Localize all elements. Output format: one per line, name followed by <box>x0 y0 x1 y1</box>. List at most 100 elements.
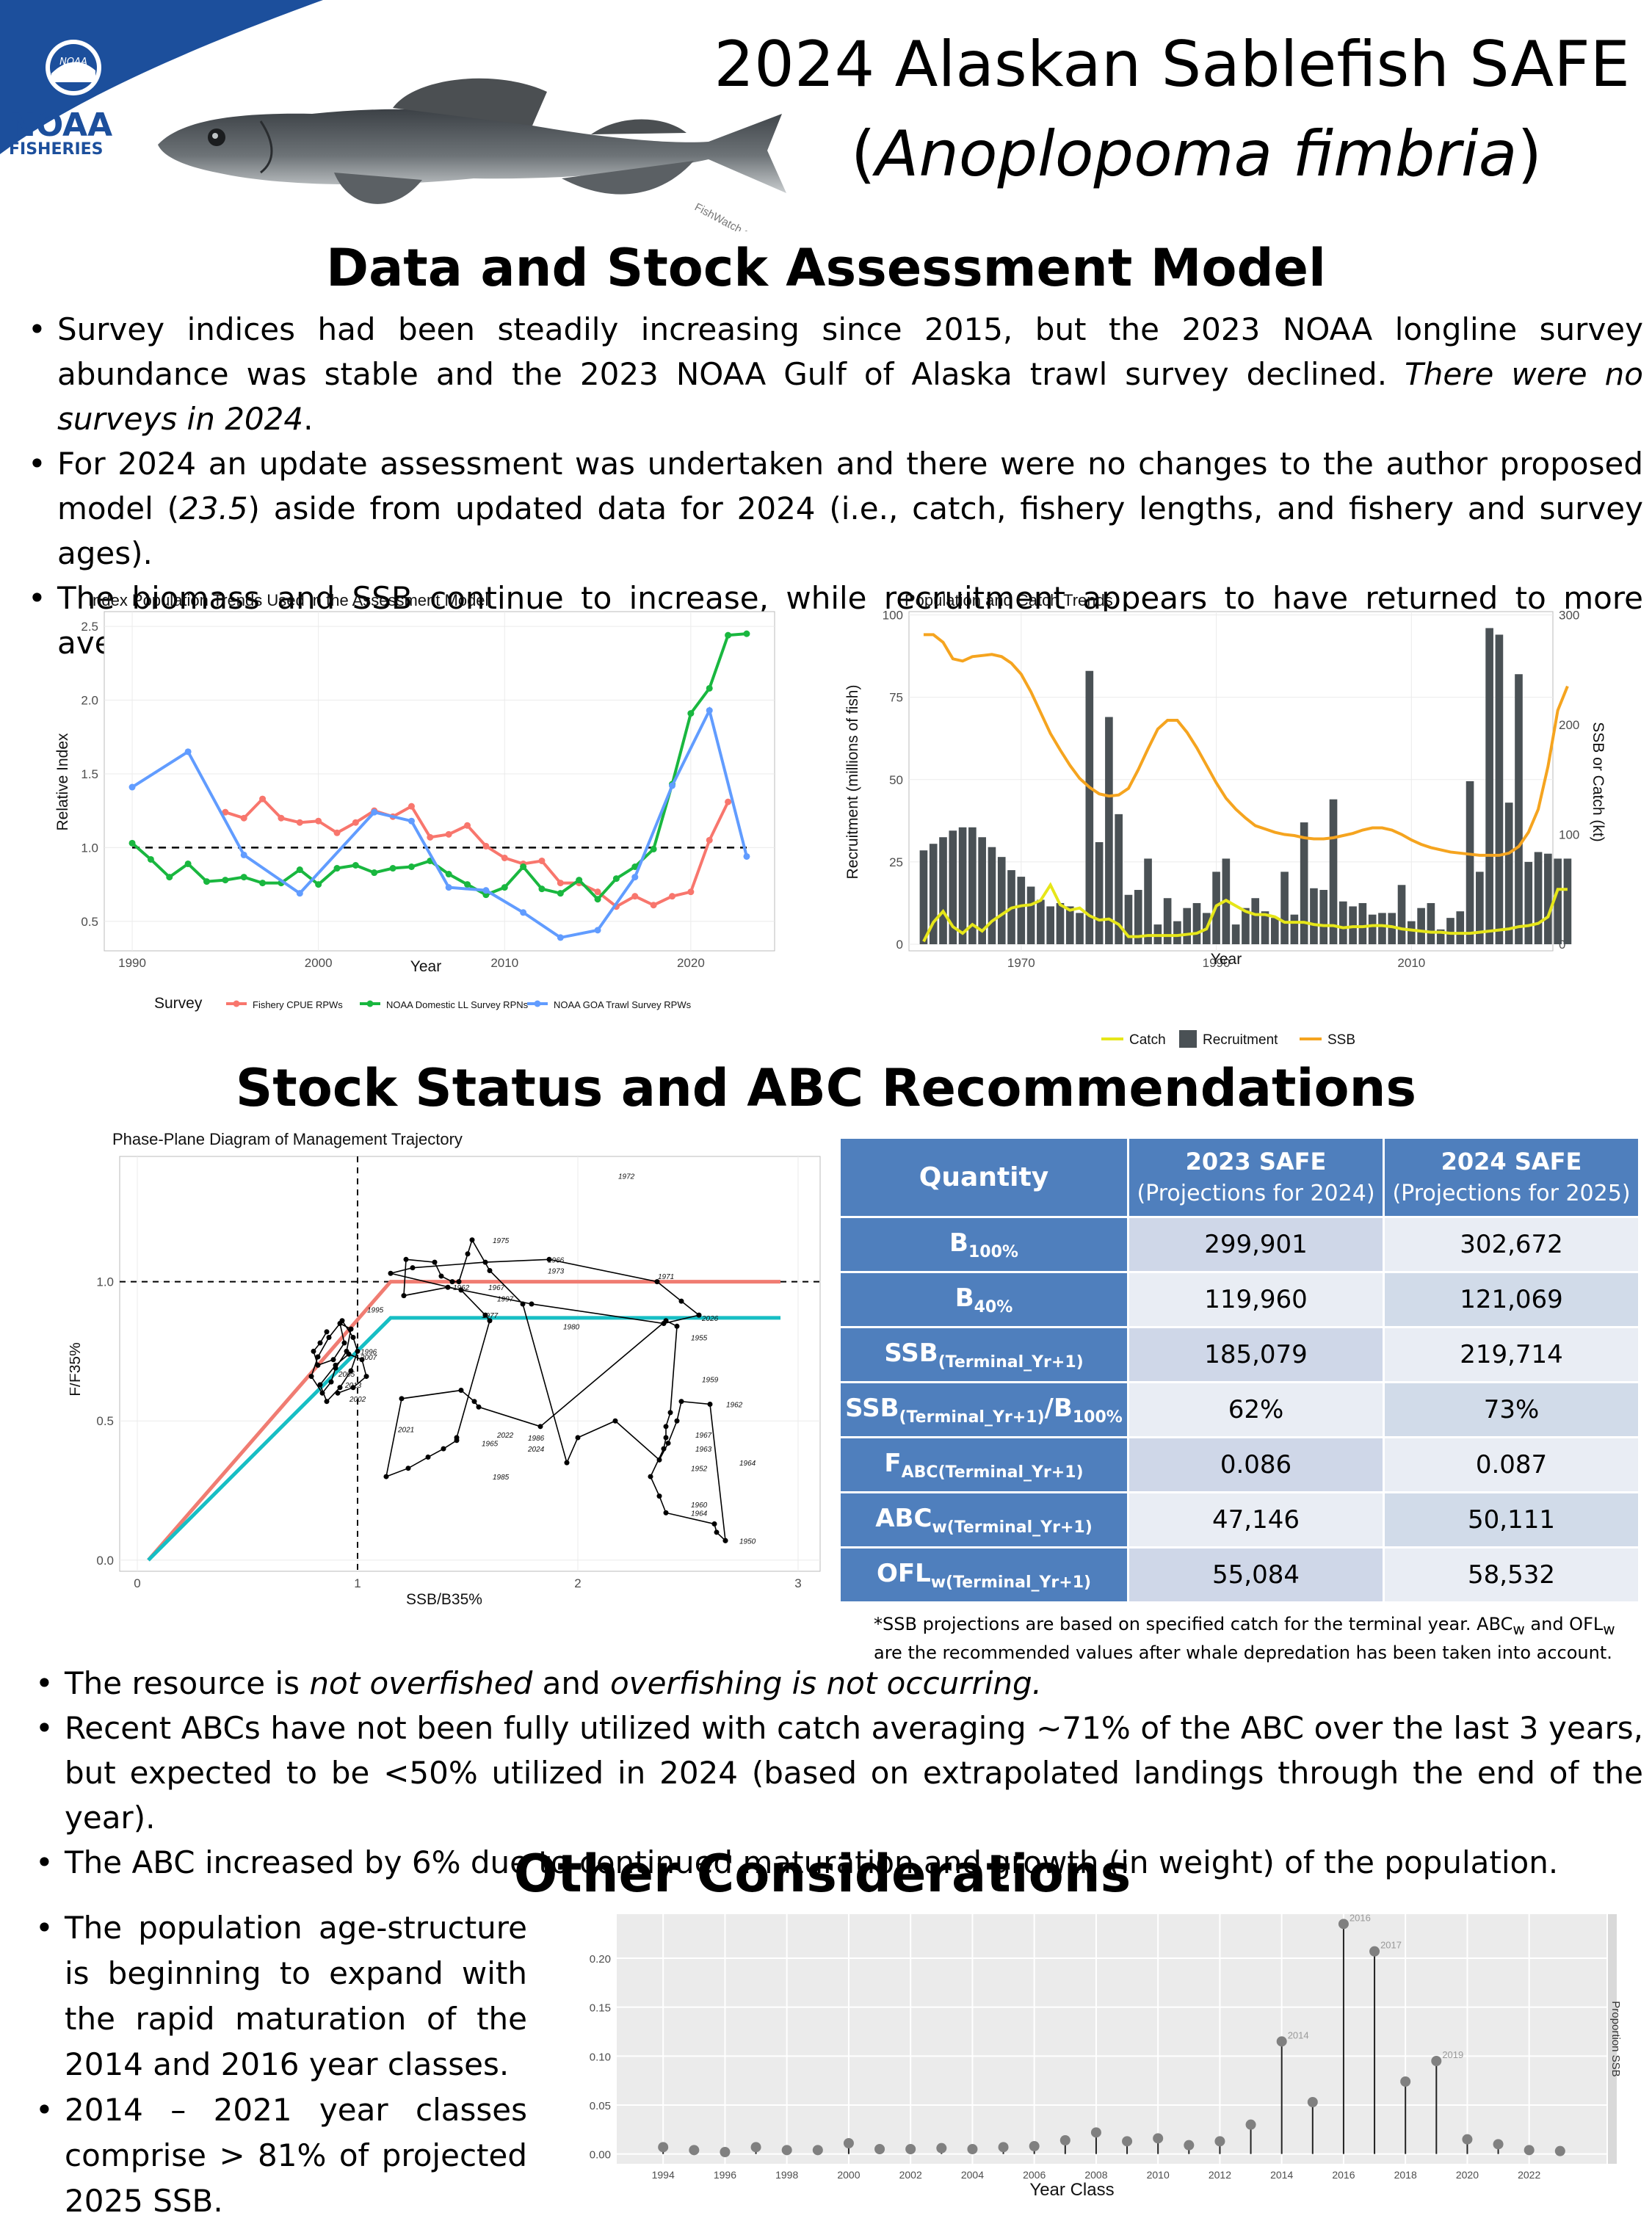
safe-projection-table: Quantity 2023 SAFE (Projections for 2024)… <box>838 1137 1640 1604</box>
data-point <box>315 817 322 825</box>
y-right-tick-label: 300 <box>1559 608 1579 622</box>
recruitment-bar <box>1329 799 1338 945</box>
year-label: 1962 <box>453 1284 470 1292</box>
index-trends-chart: Index Population Trends Used in the Asse… <box>54 591 775 1012</box>
trajectory-point <box>458 1388 464 1394</box>
year-label: 2022 <box>496 1432 514 1440</box>
y-tick-label: 0.15 <box>590 2002 611 2015</box>
data-point <box>128 839 136 847</box>
bullet-text: not overfished <box>309 1665 533 1701</box>
trajectory-point <box>315 1354 321 1360</box>
trajectory-point <box>564 1460 570 1466</box>
y-tick-label: 25 <box>889 855 903 869</box>
bullet-dot: • <box>35 1665 54 1701</box>
table-row: B40% 119,960 121,069 <box>838 1271 1640 1328</box>
year-label: 2026 <box>701 1315 719 1323</box>
year-label: 1963 <box>695 1446 712 1454</box>
x-tick-label: 2000 <box>837 2169 860 2181</box>
trajectory-point <box>663 1510 669 1515</box>
trajectory-point <box>441 1446 446 1452</box>
year-label: 1962 <box>726 1401 743 1409</box>
x-tick-label: 2010 <box>490 956 518 970</box>
x-tick-label: 2 <box>574 1576 581 1590</box>
trajectory-point <box>454 1438 460 1444</box>
recruitment-bar <box>968 827 977 945</box>
year-label: 1997 <box>497 1295 514 1303</box>
y-axis-label: F/F35% <box>70 1342 84 1397</box>
recruitment-bar <box>1476 872 1484 945</box>
data-point <box>706 684 713 692</box>
bullet-text: 23.5 <box>179 490 248 526</box>
recruitment-bar <box>1358 902 1367 945</box>
table-row: SSB(Terminal_Yr+1)/B100% 62% 73% <box>838 1381 1640 1438</box>
trajectory-point <box>456 1279 462 1285</box>
lollipop-point <box>1524 2145 1535 2156</box>
data-point <box>240 851 247 858</box>
lollipop-point <box>1462 2134 1473 2145</box>
x-tick-label: 2004 <box>961 2169 984 2181</box>
recruitment-bar <box>1446 918 1454 945</box>
year-label: 1971 <box>658 1273 674 1281</box>
table-row: FABC(Terminal_Yr+1) 0.086 0.087 <box>838 1436 1640 1493</box>
recruitment-bar <box>1554 858 1562 945</box>
trajectory-point <box>333 1362 338 1368</box>
data-point <box>631 874 639 881</box>
recruitment-bar <box>1144 858 1152 945</box>
trajectory-point <box>399 1396 405 1402</box>
proportion-ssb-chart: 0.00 0.05 0.10 0.15 0.20 1994 1996 1998 2000 2002… <box>590 1912 1622 2199</box>
data-point <box>501 884 508 891</box>
recruitment-bar <box>1466 781 1474 945</box>
recruitment-bar <box>1408 921 1416 945</box>
recruitment-bar <box>1280 872 1289 945</box>
y-axis-label: Recruitment (millions of fish) <box>844 685 861 880</box>
trajectory-point <box>469 1237 475 1243</box>
data-point <box>687 888 695 896</box>
lollipop-point <box>1245 2119 1256 2130</box>
data-point <box>706 707 713 714</box>
year-label: 1975 <box>493 1237 510 1245</box>
recruitment-bar <box>1504 803 1513 945</box>
recruitment-bar <box>1037 899 1045 945</box>
y-tick-label: 100 <box>883 608 903 622</box>
recruitment-bar <box>1242 908 1250 945</box>
data-point <box>557 880 564 887</box>
data-point <box>333 829 341 836</box>
data-point <box>464 822 471 829</box>
trajectory-point <box>326 1334 332 1340</box>
point-label: 2017 <box>1380 1940 1402 1951</box>
y-tick-label: 50 <box>889 773 903 787</box>
recruitment-bar <box>1515 674 1523 945</box>
recruitment-bar <box>1544 853 1552 945</box>
year-label: 1959 <box>702 1376 719 1384</box>
recruitment-bar <box>1338 901 1347 945</box>
year-label: 1966 <box>548 1256 565 1264</box>
data-point <box>184 748 192 756</box>
year-label: 1960 <box>691 1502 708 1510</box>
x-axis-label: Year Class <box>1029 2180 1114 2199</box>
bullet-item: • For 2024 an update assessment was under… <box>28 441 1643 576</box>
trajectory-point <box>339 1318 345 1324</box>
trajectory-point <box>445 1284 451 1290</box>
bullet-text: 2014 – 2021 year classes comprise > 81% … <box>65 2092 527 2219</box>
legend-label: Fishery CPUE RPWs <box>253 999 343 1010</box>
recruitment-bar <box>1388 913 1396 945</box>
svg-text:NOAA: NOAA <box>59 57 87 68</box>
table-cell-2023: 0.086 <box>1127 1436 1385 1493</box>
data-point <box>594 888 601 896</box>
trajectory-point <box>341 1340 347 1346</box>
data-point <box>445 830 452 838</box>
data-point <box>520 863 527 871</box>
y-tick-label: 0.10 <box>590 2051 611 2063</box>
legend-label: Recruitment <box>1203 1032 1278 1048</box>
bullet-text: The ABC increased by 6% due to continued… <box>65 1844 1559 1880</box>
legend-swatch <box>1179 1030 1197 1048</box>
recruitment-bar <box>949 830 957 945</box>
lollipop-point <box>1338 1919 1349 1930</box>
year-label: 2002 <box>349 1396 366 1404</box>
trajectory-point <box>438 1273 444 1279</box>
recruitment-bar <box>1270 918 1279 945</box>
data-point <box>706 836 713 844</box>
data-point <box>352 819 359 826</box>
bullet-item: • Survey indices had been steadily increa… <box>28 307 1643 441</box>
legend-label: SSB <box>1327 1032 1355 1048</box>
